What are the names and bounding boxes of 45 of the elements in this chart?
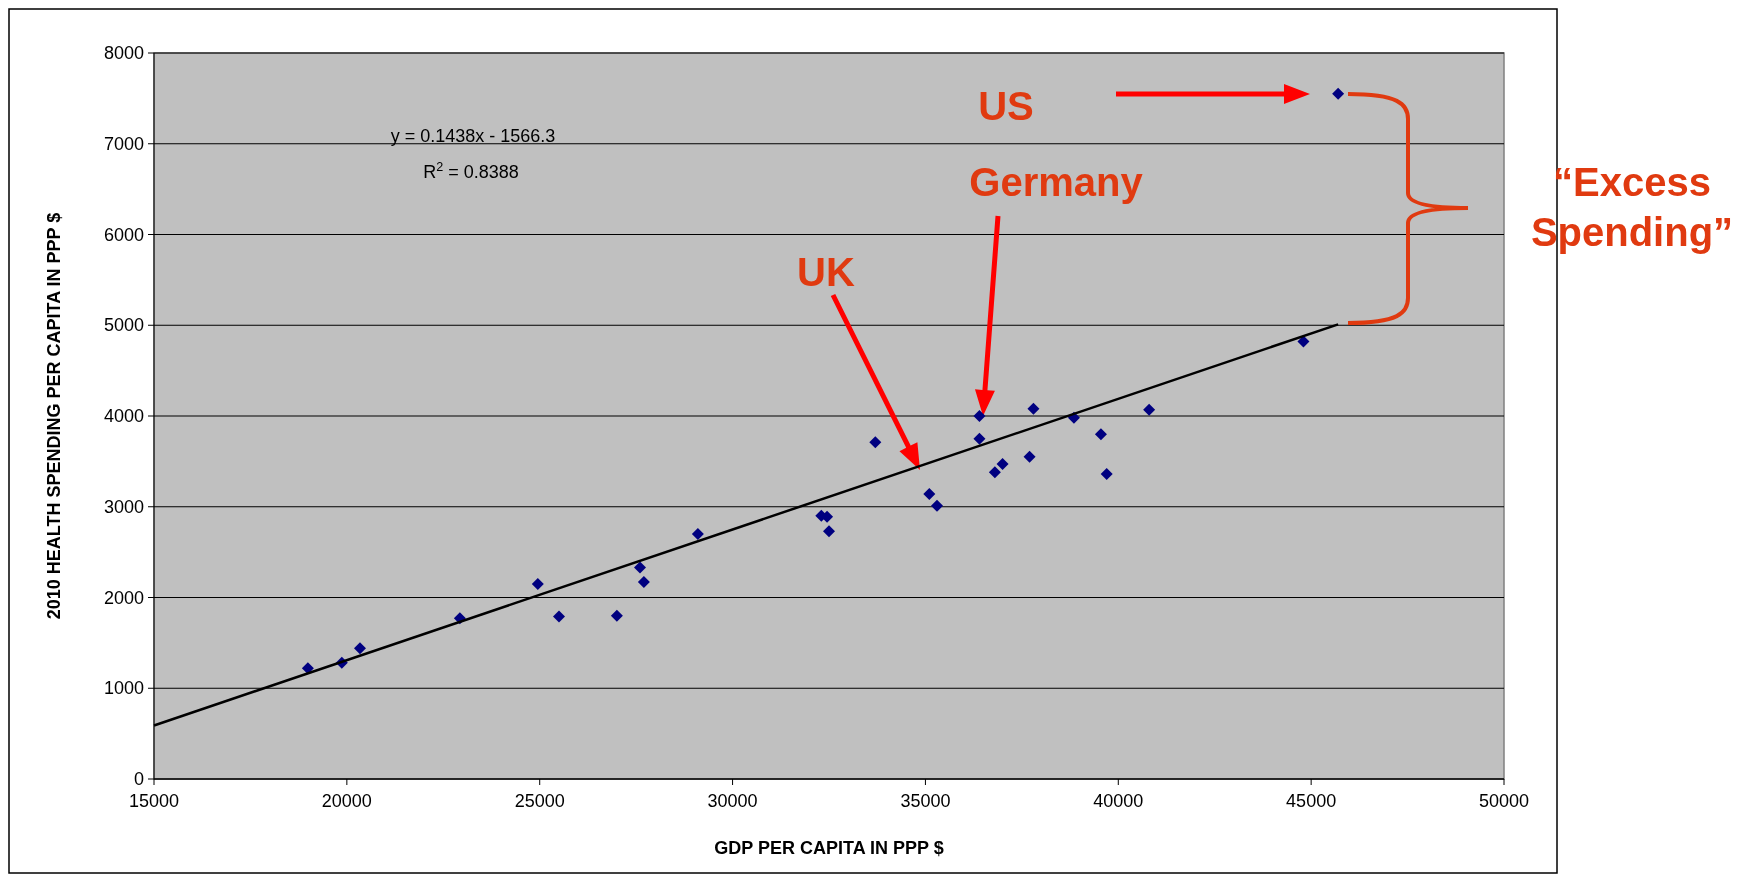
point — [973, 410, 986, 422]
point — [1023, 450, 1036, 463]
x-tick-label: 50000 — [1478, 791, 1530, 811]
y-tick-label: 3000 — [103, 496, 144, 517]
point — [973, 432, 986, 445]
point — [923, 488, 936, 501]
point — [1332, 87, 1345, 100]
point — [1094, 428, 1107, 441]
y-tick-label: 6000 — [103, 224, 144, 245]
x-tick-label: 15000 — [128, 791, 180, 811]
point — [691, 527, 704, 540]
point — [988, 466, 1001, 479]
point — [634, 561, 646, 574]
y-tick-label: 2000 — [103, 587, 144, 608]
point — [1143, 403, 1156, 416]
point — [531, 577, 544, 590]
point — [353, 642, 366, 655]
point — [1100, 468, 1113, 481]
point — [823, 525, 835, 538]
annotation: y = 0.1438x - 1566.3 — [390, 126, 556, 146]
annotation: R$^{2}$ = 0.8388 — [423, 160, 519, 182]
point — [610, 609, 623, 622]
x-tick-label: 25000 — [514, 791, 565, 811]
x-tick-label: 20000 — [321, 791, 372, 811]
x-tick-label: 40000 — [1093, 791, 1144, 811]
point — [1027, 402, 1040, 415]
y-axis-title: 2010 HEALTH SPENDING PER CAPITA IN PPP $ — [44, 212, 64, 620]
y-tick-label: 1000 — [103, 678, 144, 699]
x-tick-label: 35000 — [900, 791, 951, 811]
point — [931, 499, 943, 512]
point — [553, 610, 565, 623]
y-tick-label: 5000 — [103, 315, 144, 336]
point — [996, 458, 1009, 471]
annotation: US — [978, 84, 1034, 128]
y-tick-label: 0 — [133, 769, 144, 789]
y-tick-label: 7000 — [103, 133, 144, 154]
annotation: UK — [797, 250, 855, 294]
x-tick-label: 30000 — [707, 791, 758, 811]
x-axis-title: GDP PER CAPITA IN PPP $ — [714, 838, 944, 858]
y-tick-label: 4000 — [103, 406, 144, 426]
annotation: Germany — [969, 160, 1144, 204]
x-tick-label: 45000 — [1286, 791, 1337, 811]
point — [637, 576, 650, 589]
point — [869, 436, 882, 449]
y-tick-label: 8000 — [103, 43, 144, 63]
